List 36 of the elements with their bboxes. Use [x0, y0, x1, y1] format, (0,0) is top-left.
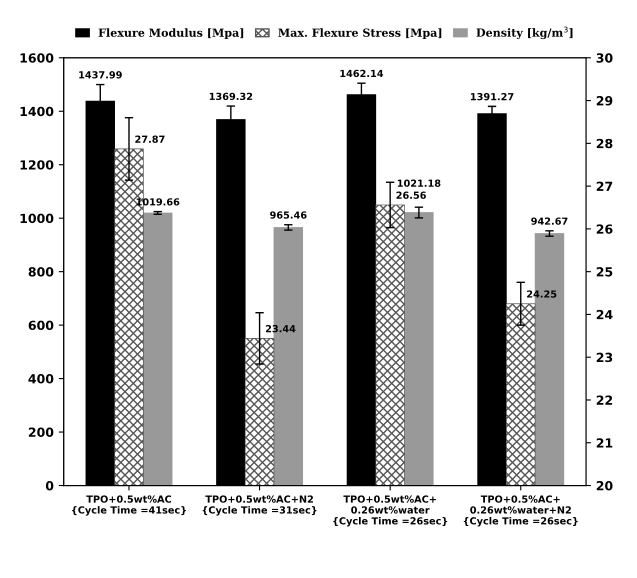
data-label: 1391.27 [470, 92, 514, 100]
y2-tick-label: 25 [596, 267, 612, 277]
data-label: 1369.32 [210, 92, 252, 100]
y2-tick-label: 21 [596, 438, 612, 448]
legend-label: Max. Flexure Stress [Mpa] [278, 28, 442, 39]
y2-tick-label: 22 [596, 395, 612, 405]
y2-tick-label: 27 [596, 182, 612, 191]
x-tick-label: TPO+0.5%AC+ 0.26wt%water+N2 {Cycle Time =26sec} [464, 495, 578, 526]
y2-tick-label: 24 [596, 310, 613, 320]
y2-tick-label: 29 [596, 96, 612, 106]
y2-tick-label: 26 [596, 224, 612, 234]
data-label: 27.87 [135, 136, 165, 143]
y-tick-label: 600 [28, 320, 54, 330]
x-tick-label: TPO+0.5wt%AC {Cycle Time =41sec} [72, 495, 186, 516]
data-label: 1437.99 [79, 71, 122, 78]
y2-tick-label: 20 [596, 480, 613, 490]
y2-tick-label: 23 [596, 352, 612, 362]
legend-label: Flexure Modulus [Mpa] [98, 28, 244, 39]
y-tick-label: 0 [46, 480, 54, 490]
y-tick-label: 1600 [20, 53, 54, 63]
y2-tick-label: 28 [596, 138, 612, 148]
x-tick-label: TPO+0.5wt%AC+ 0.26wt%water {Cycle Time =26sec} [333, 495, 448, 526]
data-label: 965.46 [270, 211, 307, 219]
data-label: 942.67 [531, 217, 568, 225]
data-label: 26.56 [396, 192, 426, 199]
y-tick-label: 1200 [20, 160, 54, 170]
y2-tick-label: 30 [596, 53, 613, 63]
y-tick-label: 200 [28, 428, 54, 437]
legend-label: Density [kg/m$^{3}$] [476, 26, 572, 40]
x-tick-label: TPO+0.5wt%AC+N2 {Cycle Time =31sec} [202, 495, 316, 516]
data-label: 1021.18 [398, 180, 440, 187]
y-tick-label: 1400 [20, 106, 54, 116]
y-tick-label: 400 [28, 374, 54, 384]
y-tick-label: 1000 [20, 214, 54, 224]
y-tick-label: 800 [28, 267, 54, 277]
data-label: 1462.14 [340, 70, 384, 78]
